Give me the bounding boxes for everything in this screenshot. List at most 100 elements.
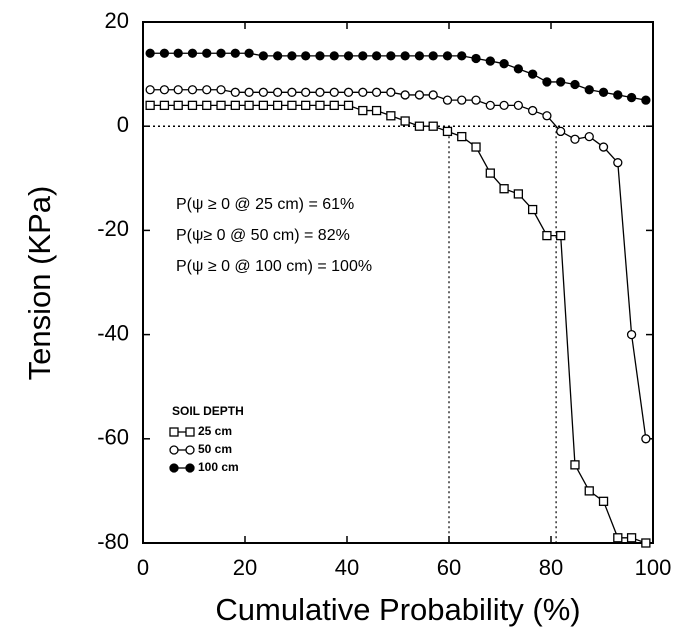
data-point bbox=[329, 87, 339, 97]
data-point bbox=[428, 51, 438, 61]
data-point bbox=[287, 51, 297, 61]
data-point bbox=[499, 59, 509, 69]
data-point bbox=[442, 95, 453, 105]
data-point bbox=[513, 100, 524, 111]
data-point bbox=[187, 100, 198, 111]
legend-label: 100 cm bbox=[198, 460, 239, 474]
y-tick-label: -40 bbox=[97, 320, 129, 345]
data-point bbox=[542, 230, 552, 241]
data-point bbox=[457, 131, 467, 142]
legend-marker bbox=[185, 463, 195, 473]
data-point bbox=[258, 87, 269, 97]
data-point bbox=[598, 87, 609, 97]
data-point bbox=[202, 100, 212, 111]
data-point bbox=[287, 100, 297, 111]
data-point bbox=[499, 100, 509, 111]
data-point bbox=[244, 48, 254, 58]
data-point bbox=[159, 85, 170, 95]
plot-frame bbox=[142, 21, 654, 544]
x-tick-label: 20 bbox=[233, 555, 257, 580]
data-point bbox=[400, 51, 410, 61]
data-point bbox=[598, 142, 609, 152]
data-point bbox=[315, 87, 325, 97]
legend-title: SOIL DEPTH bbox=[172, 404, 244, 418]
data-point bbox=[386, 111, 396, 121]
data-point bbox=[272, 100, 283, 111]
data-point bbox=[428, 121, 438, 131]
data-point bbox=[542, 111, 552, 121]
data-point bbox=[414, 121, 425, 131]
legend-marker bbox=[185, 427, 195, 437]
data-point bbox=[442, 126, 453, 137]
data-point bbox=[400, 90, 410, 100]
y-tick-label: 0 bbox=[117, 112, 129, 137]
data-point bbox=[173, 100, 183, 111]
data-point bbox=[358, 87, 368, 97]
data-point bbox=[513, 64, 524, 74]
data-point bbox=[202, 48, 212, 58]
data-point bbox=[315, 51, 325, 61]
legend-label: 25 cm bbox=[198, 424, 232, 438]
data-point bbox=[485, 56, 495, 66]
data-point bbox=[202, 85, 212, 95]
data-point bbox=[556, 77, 566, 87]
annotation: P(ψ ≥ 0 @ 100 cm) = 100% bbox=[176, 258, 372, 275]
data-point bbox=[301, 51, 311, 61]
data-point bbox=[329, 100, 339, 111]
data-point bbox=[570, 79, 580, 90]
data-point bbox=[513, 189, 524, 199]
data-point bbox=[358, 51, 368, 61]
data-point bbox=[386, 87, 396, 97]
legend-label: 50 cm bbox=[198, 442, 232, 456]
data-point bbox=[230, 48, 240, 58]
data-point bbox=[584, 486, 594, 496]
data-point bbox=[556, 126, 566, 137]
y-tick-label: -20 bbox=[97, 216, 129, 241]
x-tick-label: 100 bbox=[635, 555, 672, 580]
data-point bbox=[343, 87, 354, 97]
data-point bbox=[216, 100, 226, 111]
data-point bbox=[485, 168, 495, 178]
data-point bbox=[414, 90, 425, 100]
data-point bbox=[301, 87, 311, 97]
annotation: P(ψ≥ 0 @ 50 cm) = 82% bbox=[176, 227, 350, 244]
data-point bbox=[371, 87, 382, 97]
data-point bbox=[386, 51, 396, 61]
x-tick-label: 80 bbox=[539, 555, 563, 580]
data-point bbox=[584, 131, 594, 142]
data-point bbox=[570, 460, 580, 470]
data-point bbox=[584, 85, 594, 95]
data-point bbox=[329, 51, 339, 61]
data-point bbox=[641, 434, 651, 444]
data-point bbox=[613, 533, 623, 543]
data-point bbox=[230, 100, 240, 111]
data-point bbox=[244, 87, 254, 97]
data-point bbox=[485, 100, 495, 111]
data-point bbox=[527, 105, 538, 116]
series-line bbox=[150, 104, 647, 544]
legend-marker bbox=[169, 463, 179, 473]
data-point bbox=[542, 77, 552, 87]
data-point bbox=[527, 69, 538, 79]
data-point bbox=[400, 116, 410, 126]
data-point bbox=[230, 87, 240, 97]
data-point bbox=[626, 533, 637, 543]
data-point bbox=[173, 48, 183, 58]
legend-marker bbox=[185, 445, 195, 455]
y-tick-label: -80 bbox=[97, 529, 129, 554]
x-tick-label: 0 bbox=[137, 555, 149, 580]
data-point bbox=[343, 51, 354, 61]
data-point bbox=[457, 51, 467, 61]
x-tick-label: 60 bbox=[437, 555, 461, 580]
data-point bbox=[287, 87, 297, 97]
x-tick-label: 40 bbox=[335, 555, 359, 580]
y-tick-label: -60 bbox=[97, 425, 129, 450]
data-point bbox=[626, 329, 637, 340]
data-point bbox=[301, 100, 311, 111]
data-point bbox=[414, 51, 425, 61]
y-axis-title: Tension (KPa) bbox=[22, 186, 57, 381]
legend-marker bbox=[169, 427, 179, 437]
data-point bbox=[187, 85, 198, 95]
y-tick-label: 20 bbox=[105, 8, 129, 33]
data-point bbox=[428, 90, 438, 100]
